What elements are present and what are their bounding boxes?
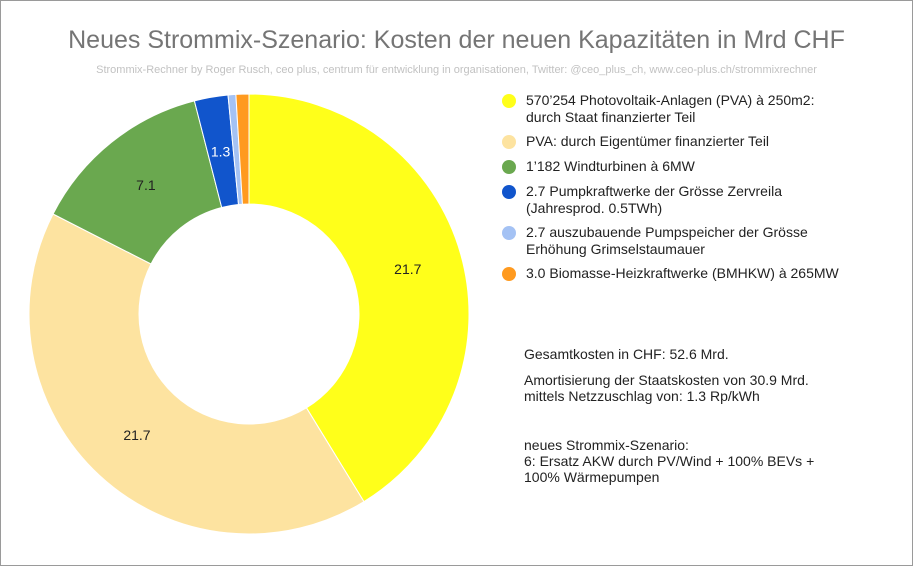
legend-swatch-pump-zervreila [502,185,516,199]
slice-pump-zervreila-value-label: 1.3 [211,143,231,159]
legend-label-pump-grimsel: 2.7 auszubauende Pumpspeicher der Grösse… [526,224,808,257]
legend-label-pump-zervreila: 2.7 Pumpkraftwerke der Grösse Zervreila … [526,183,782,216]
legend-item-pva-state: 570’254 Photovoltaik-Anlagen (PVA) à 250… [500,92,900,126]
legend-label-biomass: 3.0 Biomasse-Heizkraftwerke (BMHKW) à 26… [526,265,839,281]
legend-swatch-pump-grimsel [502,226,516,240]
legend-item-biomass: 3.0 Biomasse-Heizkraftwerke (BMHKW) à 26… [500,265,900,282]
legend-swatch-pva-owner [502,135,516,149]
legend-label-pva-owner: PVA: durch Eigentümer finanzierter Teil [526,133,770,149]
chart-title: Neues Strommix-Szenario: Kosten der neue… [68,26,845,54]
slice-pva-owner [28,213,365,535]
note-amortization: Amortisierung der Staatskosten von 30.9 … [524,372,809,404]
slice-wind [52,100,223,265]
legend-item-pump-zervreila: 2.7 Pumpkraftwerke der Grösse Zervreila … [500,183,900,217]
chart-subtitle: Strommix-Rechner by Roger Rusch, ceo plu… [96,64,817,76]
legend-swatch-wind [502,160,516,174]
legend-label-wind: 1’182 Windturbinen à 6MW [526,158,695,174]
slice-pva-state-value-label: 21.7 [394,261,421,277]
legend-label-pva-state: 570’254 Photovoltaik-Anlagen (PVA) à 250… [526,92,815,125]
chart-legend: 570’254 Photovoltaik-Anlagen (PVA) à 250… [500,92,900,290]
slice-pva-owner-value-label: 21.7 [123,427,150,443]
legend-item-pva-owner: PVA: durch Eigentümer finanzierter Teil [500,133,900,150]
legend-item-pump-grimsel: 2.7 auszubauende Pumpspeicher der Grösse… [500,224,900,258]
slice-biomass [235,93,250,205]
chart-notes: Gesamtkosten in CHF: 52.6 Mrd. Amortisie… [524,346,904,485]
note-scenario: neues Strommix-Szenario: 6: Ersatz AKW d… [524,437,815,485]
slice-wind-value-label: 7.1 [136,177,156,193]
note-total-cost: Gesamtkosten in CHF: 52.6 Mrd. [524,346,729,362]
legend-swatch-biomass [502,267,516,281]
legend-swatch-pva-state [502,94,516,108]
legend-item-wind: 1’182 Windturbinen à 6MW [500,158,900,175]
slice-pva-state [248,93,470,503]
